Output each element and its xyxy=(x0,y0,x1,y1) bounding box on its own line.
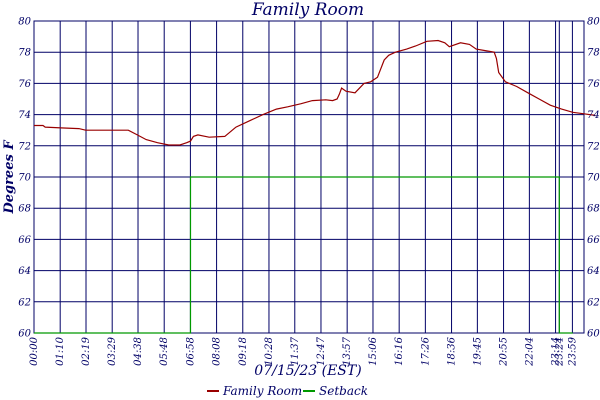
y-tick-label-right: 62 xyxy=(587,297,600,308)
x-tick-label: 23:59 xyxy=(567,336,578,366)
x-tick-label: 06:58 xyxy=(185,337,196,366)
legend: Family Room Setback xyxy=(207,384,368,398)
y-tick-label-left: 62 xyxy=(18,297,31,308)
x-tick-label: 22:04 xyxy=(524,337,535,367)
y-tick-label-right: 66 xyxy=(587,235,600,246)
legend-label: Setback xyxy=(319,384,368,398)
x-tick-label: 04:38 xyxy=(133,337,144,366)
y-tick-label-left: 68 xyxy=(18,204,31,215)
x-tick-label: 12:47 xyxy=(316,336,327,365)
y-axis-label: Degrees F xyxy=(2,140,17,215)
series-line-2 xyxy=(34,176,573,334)
x-tick-label: 03:29 xyxy=(107,336,118,365)
series-line-1 xyxy=(34,39,596,146)
series-layer xyxy=(34,39,596,334)
y-tick-label-left: 70 xyxy=(18,173,31,184)
y-tick-label-left: 78 xyxy=(18,48,31,59)
x-tick-label: 10:28 xyxy=(264,337,275,366)
y-axis-left: 60 62 64 66 68 70 72 74 76 78 80 xyxy=(18,17,31,340)
x-tick-label: 05:48 xyxy=(159,337,170,366)
x-tick-label: 16:16 xyxy=(394,336,405,365)
y-tick-label-right: 72 xyxy=(587,141,600,152)
x-axis: 00:00 01:10 02:19 03:29 04:38 05:48 06:58 08:08… xyxy=(29,336,578,366)
y-tick-label-right: 76 xyxy=(587,79,600,90)
x-tick-label: 23:14 xyxy=(551,337,562,367)
y-tick-label-right: 74 xyxy=(587,110,600,121)
y-tick-label-right: 68 xyxy=(587,204,600,215)
y-axis-right: 60 62 64 66 68 70 72 74 76 78 80 xyxy=(587,17,600,340)
x-tick-label: 15:06 xyxy=(368,336,379,365)
y-tick-label-left: 64 xyxy=(18,266,31,277)
y-tick-label-right: 70 xyxy=(587,173,600,184)
x-tick-label: 23:24 xyxy=(554,337,565,367)
y-tick-label-right: 80 xyxy=(587,17,600,28)
x-tick-label: 18:36 xyxy=(447,336,458,365)
chart-title: Family Room xyxy=(251,0,364,20)
x-tick-label: 01:10 xyxy=(55,336,66,365)
x-tick-label: 20:55 xyxy=(499,337,510,367)
y-tick-label-left: 66 xyxy=(18,235,31,246)
x-tick-label: 09:18 xyxy=(238,337,249,366)
x-tick-label: 17:26 xyxy=(420,336,431,365)
y-tick-label-left: 76 xyxy=(18,79,31,90)
x-tick-label: 08:08 xyxy=(212,337,223,366)
x-axis-label: 07/15/23 (EST) xyxy=(254,363,361,379)
y-tick-label-right: 64 xyxy=(587,266,600,277)
y-tick-label-right: 60 xyxy=(587,329,600,340)
x-tick-label: 02:19 xyxy=(81,336,92,365)
y-tick-label-left: 72 xyxy=(18,141,31,152)
y-tick-label-left: 74 xyxy=(18,110,31,121)
y-tick-label-left: 80 xyxy=(18,17,31,28)
y-tick-label-left: 60 xyxy=(18,329,31,340)
legend-label: Family Room xyxy=(222,384,302,398)
x-tick-label: 13:57 xyxy=(342,336,353,365)
x-tick-label: 19:45 xyxy=(472,337,483,366)
x-tick-label: 00:00 xyxy=(29,336,40,365)
y-tick-label-right: 78 xyxy=(587,48,600,59)
x-tick-label: 11:37 xyxy=(290,336,301,365)
